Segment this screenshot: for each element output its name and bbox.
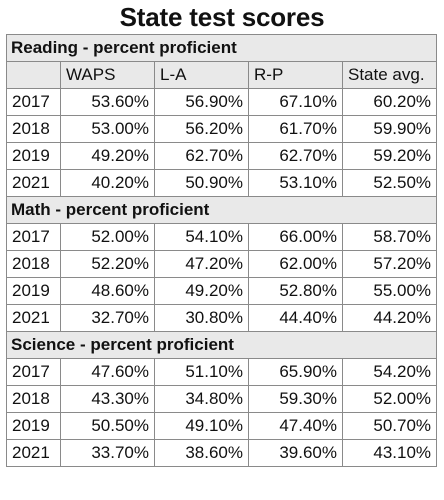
- row-year: 2017: [6, 223, 61, 251]
- cell-state-avg: 52.00%: [341, 385, 438, 413]
- cell-state-avg: 44.20%: [341, 304, 438, 332]
- table-row: 2019 49.20% 62.70% 62.70% 59.20%: [6, 142, 438, 170]
- cell-state-avg: 54.20%: [341, 358, 438, 386]
- cell-rp: 59.30%: [248, 385, 343, 413]
- cell-state-avg: 55.00%: [341, 277, 438, 305]
- cell-waps: 40.20%: [60, 169, 155, 197]
- section-header-reading: Reading - percent proficient: [5, 34, 438, 62]
- section-header-math: Math - percent proficient: [5, 196, 438, 224]
- cell-waps: 52.00%: [60, 223, 155, 251]
- section-header-science: Science - percent proficient: [5, 331, 438, 359]
- cell-rp: 44.40%: [248, 304, 343, 332]
- cell-rp: 62.70%: [248, 142, 343, 170]
- cell-waps: 49.20%: [60, 142, 155, 170]
- table-row: 2017 53.60% 56.90% 67.10% 60.20%: [6, 88, 438, 116]
- cell-rp: 62.00%: [248, 250, 343, 278]
- cell-waps: 50.50%: [60, 412, 155, 440]
- cell-waps: 32.70%: [60, 304, 155, 332]
- cell-rp: 67.10%: [248, 88, 343, 116]
- table-row: 2021 33.70% 38.60% 39.60% 43.10%: [6, 439, 438, 467]
- row-year: 2018: [6, 385, 61, 413]
- cell-waps: 48.60%: [60, 277, 155, 305]
- cell-waps: 43.30%: [60, 385, 155, 413]
- cell-waps: 53.60%: [60, 88, 155, 116]
- row-year: 2017: [6, 88, 61, 116]
- cell-state-avg: 50.70%: [341, 412, 438, 440]
- column-header-rp: R-P: [248, 61, 343, 89]
- row-year: 2018: [6, 250, 61, 278]
- table-row: 2021 40.20% 50.90% 53.10% 52.50%: [6, 169, 438, 197]
- table-row: 2019 48.60% 49.20% 52.80% 55.00%: [6, 277, 438, 305]
- row-year: 2019: [6, 412, 61, 440]
- cell-la: 50.90%: [154, 169, 249, 197]
- row-year: 2019: [6, 277, 61, 305]
- table-row: 2021 32.70% 30.80% 44.40% 44.20%: [6, 304, 438, 332]
- cell-waps: 47.60%: [60, 358, 155, 386]
- cell-la: 34.80%: [154, 385, 249, 413]
- column-header-row: WAPS L-A R-P State avg.: [6, 61, 438, 89]
- cell-rp: 52.80%: [248, 277, 343, 305]
- cell-waps: 53.00%: [60, 115, 155, 143]
- table-row: 2019 50.50% 49.10% 47.40% 50.70%: [6, 412, 438, 440]
- section-label: Reading - percent proficient: [5, 34, 438, 62]
- cell-state-avg: 57.20%: [341, 250, 438, 278]
- cell-la: 47.20%: [154, 250, 249, 278]
- cell-la: 56.90%: [154, 88, 249, 116]
- table-row: 2017 47.60% 51.10% 65.90% 54.20%: [6, 358, 438, 386]
- row-year: 2021: [6, 169, 61, 197]
- cell-state-avg: 52.50%: [341, 169, 438, 197]
- cell-rp: 66.00%: [248, 223, 343, 251]
- section-label: Math - percent proficient: [5, 196, 438, 224]
- row-year: 2021: [6, 439, 61, 467]
- column-header-waps: WAPS: [60, 61, 155, 89]
- cell-la: 51.10%: [154, 358, 249, 386]
- cell-state-avg: 59.90%: [341, 115, 438, 143]
- cell-la: 54.10%: [154, 223, 249, 251]
- table-row: 2018 53.00% 56.20% 61.70% 59.90%: [6, 115, 438, 143]
- cell-state-avg: 60.20%: [341, 88, 438, 116]
- cell-waps: 52.20%: [60, 250, 155, 278]
- cell-la: 38.60%: [154, 439, 249, 467]
- table-row: 2018 43.30% 34.80% 59.30% 52.00%: [6, 385, 438, 413]
- year-column-header: [6, 61, 61, 89]
- cell-la: 49.20%: [154, 277, 249, 305]
- cell-rp: 47.40%: [248, 412, 343, 440]
- cell-rp: 61.70%: [248, 115, 343, 143]
- cell-waps: 33.70%: [60, 439, 155, 467]
- table-title: State test scores: [119, 2, 325, 32]
- cell-state-avg: 59.20%: [341, 142, 438, 170]
- row-year: 2018: [6, 115, 61, 143]
- row-year: 2021: [6, 304, 61, 332]
- cell-state-avg: 43.10%: [341, 439, 438, 467]
- scores-table: Reading - percent proficient WAPS L-A R-…: [5, 34, 438, 467]
- table-row: 2017 52.00% 54.10% 66.00% 58.70%: [6, 223, 438, 251]
- column-header-la: L-A: [154, 61, 249, 89]
- cell-rp: 39.60%: [248, 439, 343, 467]
- table-row: 2018 52.20% 47.20% 62.00% 57.20%: [6, 250, 438, 278]
- column-header-state-avg: State avg.: [341, 61, 438, 89]
- cell-rp: 53.10%: [248, 169, 343, 197]
- section-label: Science - percent proficient: [5, 331, 438, 359]
- cell-la: 49.10%: [154, 412, 249, 440]
- cell-la: 62.70%: [154, 142, 249, 170]
- row-year: 2019: [6, 142, 61, 170]
- cell-la: 30.80%: [154, 304, 249, 332]
- cell-rp: 65.90%: [248, 358, 343, 386]
- cell-state-avg: 58.70%: [341, 223, 438, 251]
- cell-la: 56.20%: [154, 115, 249, 143]
- row-year: 2017: [6, 358, 61, 386]
